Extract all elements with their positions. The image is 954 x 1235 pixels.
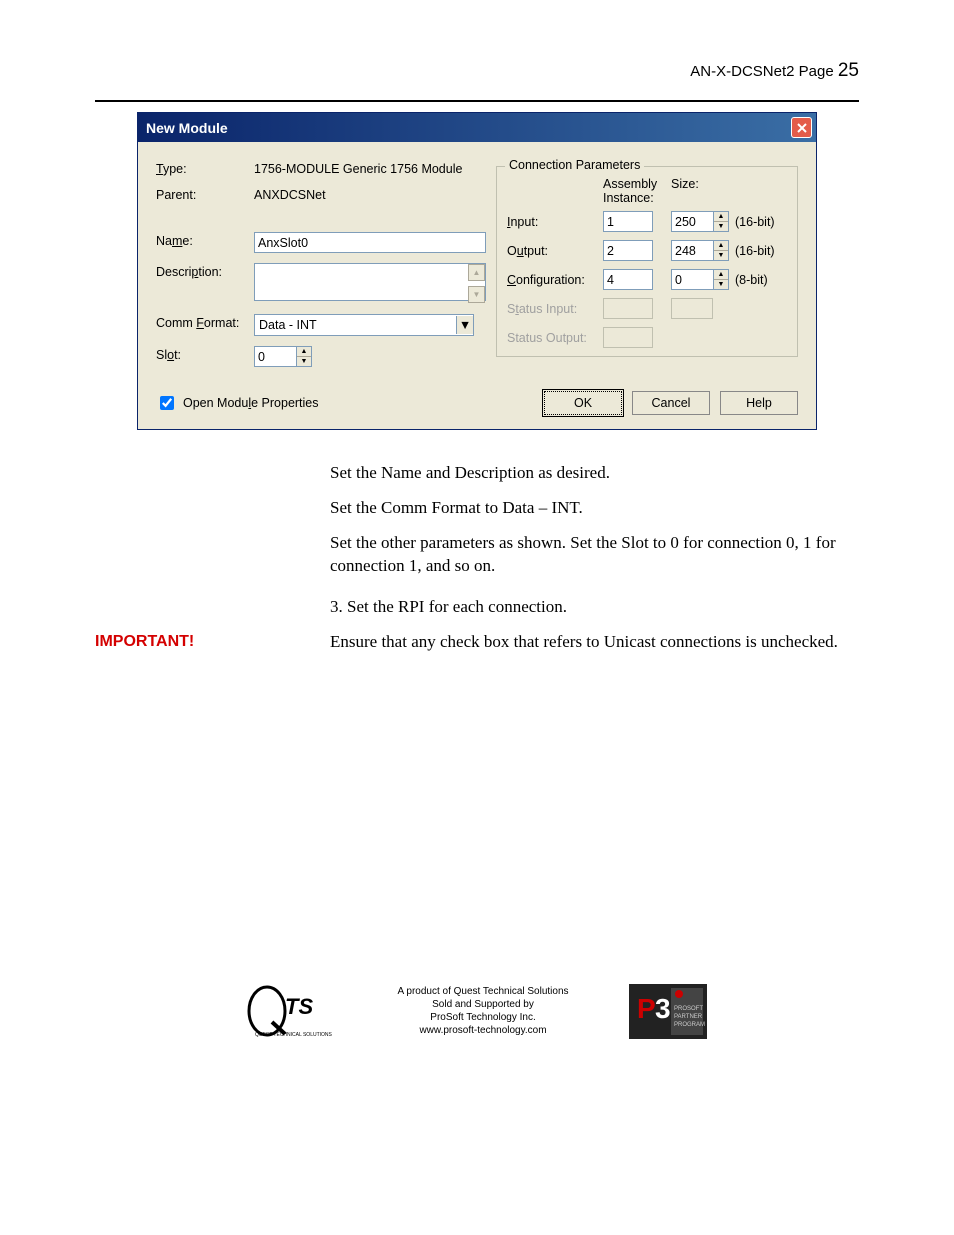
- open-module-properties-label: Open Module Properties: [183, 396, 319, 410]
- body-p1: Set the Name and Description as desired.: [330, 462, 849, 485]
- input-size-field[interactable]: [671, 211, 713, 232]
- svg-text:PROSOFT: PROSOFT: [674, 1006, 703, 1012]
- footer-text: A product of Quest Technical Solutions S…: [397, 985, 568, 1037]
- spin-up-icon: ▲: [297, 347, 311, 357]
- status-input-size-field: [671, 298, 713, 319]
- important-text: Ensure that any check box that refers to…: [330, 631, 859, 654]
- help-button[interactable]: Help: [720, 391, 798, 415]
- spin-down-icon: ▼: [297, 357, 311, 366]
- configuration-size-field[interactable]: [671, 269, 713, 290]
- body-p3: Set the other parameters as shown. Set t…: [330, 532, 849, 578]
- configuration-label: Configuration:: [507, 273, 603, 287]
- page-header: AN-X-DCSNet2 Page 25: [95, 60, 859, 82]
- input-label: Input:: [507, 215, 603, 229]
- svg-text:P: P: [637, 993, 656, 1024]
- slot-label: Slot:: [156, 346, 254, 362]
- output-label: Output:: [507, 244, 603, 258]
- output-size-stepper[interactable]: ▲▼: [671, 240, 729, 261]
- header-rule: [95, 100, 859, 102]
- body-p2: Set the Comm Format to Data – INT.: [330, 497, 849, 520]
- comm-format-select[interactable]: Data - INT ▼: [254, 314, 474, 336]
- page-number: 25: [838, 60, 859, 81]
- ok-button[interactable]: OK: [544, 391, 622, 415]
- qts-logo: TS QUEST TECHNICAL SOLUTIONS: [247, 984, 337, 1039]
- chevron-down-icon: ▼: [456, 316, 473, 334]
- parent-label: Parent:: [156, 186, 254, 202]
- assembly-instance-header: AssemblyInstance:: [603, 177, 671, 205]
- svg-text:QUEST TECHNICAL SOLUTIONS: QUEST TECHNICAL SOLUTIONS: [255, 1032, 333, 1038]
- body-text: Set the Name and Description as desired.…: [330, 462, 849, 619]
- slot-input[interactable]: [254, 346, 296, 367]
- type-value: 1756-MODULE Generic 1756 Module: [254, 160, 486, 176]
- status-input-assembly-field: [603, 298, 653, 319]
- close-icon: [796, 122, 808, 134]
- comm-format-value: Data - INT: [259, 318, 317, 332]
- page-footer: TS QUEST TECHNICAL SOLUTIONS A product o…: [95, 984, 859, 1039]
- description-input[interactable]: [254, 263, 486, 301]
- scroll-down-icon: ▼: [468, 286, 485, 303]
- comm-format-label: Comm Format:: [156, 314, 254, 330]
- footer-line3: ProSoft Technology Inc.: [397, 1011, 568, 1024]
- svg-text:PROGRAM: PROGRAM: [674, 1022, 705, 1028]
- name-input[interactable]: [254, 232, 486, 253]
- status-input-label: Status Input:: [507, 302, 603, 316]
- output-size-unit: (16-bit): [735, 244, 775, 258]
- open-module-properties-input[interactable]: [160, 396, 174, 410]
- new-module-dialog: New Module Type: 1756-MODULE Generic 175…: [137, 112, 817, 430]
- configuration-size-unit: (8-bit): [735, 273, 768, 287]
- size-header: Size:: [671, 177, 699, 205]
- svg-text:PARTNER: PARTNER: [674, 1014, 703, 1020]
- output-assembly-field[interactable]: [603, 240, 653, 261]
- footer-line1: A product of Quest Technical Solutions: [397, 985, 568, 998]
- footer-line2: Sold and Supported by: [397, 998, 568, 1011]
- cancel-button[interactable]: Cancel: [632, 391, 710, 415]
- input-size-unit: (16-bit): [735, 215, 775, 229]
- svg-text:TS: TS: [285, 994, 313, 1019]
- configuration-assembly-field[interactable]: [603, 269, 653, 290]
- input-size-stepper[interactable]: ▲▼: [671, 211, 729, 232]
- parent-value: ANXDCSNet: [254, 186, 486, 202]
- connection-parameters-legend: Connection Parameters: [505, 158, 644, 172]
- footer-line4: www.prosoft-technology.com: [397, 1024, 568, 1037]
- prosoft-partner-logo: P 3 PROSOFT PARTNER PROGRAM: [629, 984, 707, 1039]
- dialog-titlebar: New Module: [138, 113, 816, 142]
- svg-text:3: 3: [655, 993, 671, 1024]
- description-label: Description:: [156, 263, 254, 279]
- output-size-field[interactable]: [671, 240, 713, 261]
- doc-label: AN-X-DCSNet2 Page: [690, 63, 838, 80]
- configuration-size-stepper[interactable]: ▲▼: [671, 269, 729, 290]
- connection-parameters-group: Connection Parameters AssemblyInstance: …: [496, 166, 798, 357]
- close-button[interactable]: [791, 117, 812, 138]
- scroll-up-icon: ▲: [468, 264, 485, 281]
- open-module-properties-checkbox[interactable]: Open Module Properties: [156, 393, 319, 413]
- status-output-assembly-field: [603, 327, 653, 348]
- important-label: IMPORTANT!: [95, 631, 330, 651]
- input-assembly-field[interactable]: [603, 211, 653, 232]
- dialog-title: New Module: [146, 120, 228, 136]
- name-label: Name:: [156, 232, 254, 248]
- type-label: Type:: [156, 160, 254, 176]
- slot-stepper[interactable]: ▲▼: [254, 346, 312, 367]
- status-output-label: Status Output:: [507, 331, 603, 345]
- body-num3: 3. Set the RPI for each connection.: [330, 596, 849, 619]
